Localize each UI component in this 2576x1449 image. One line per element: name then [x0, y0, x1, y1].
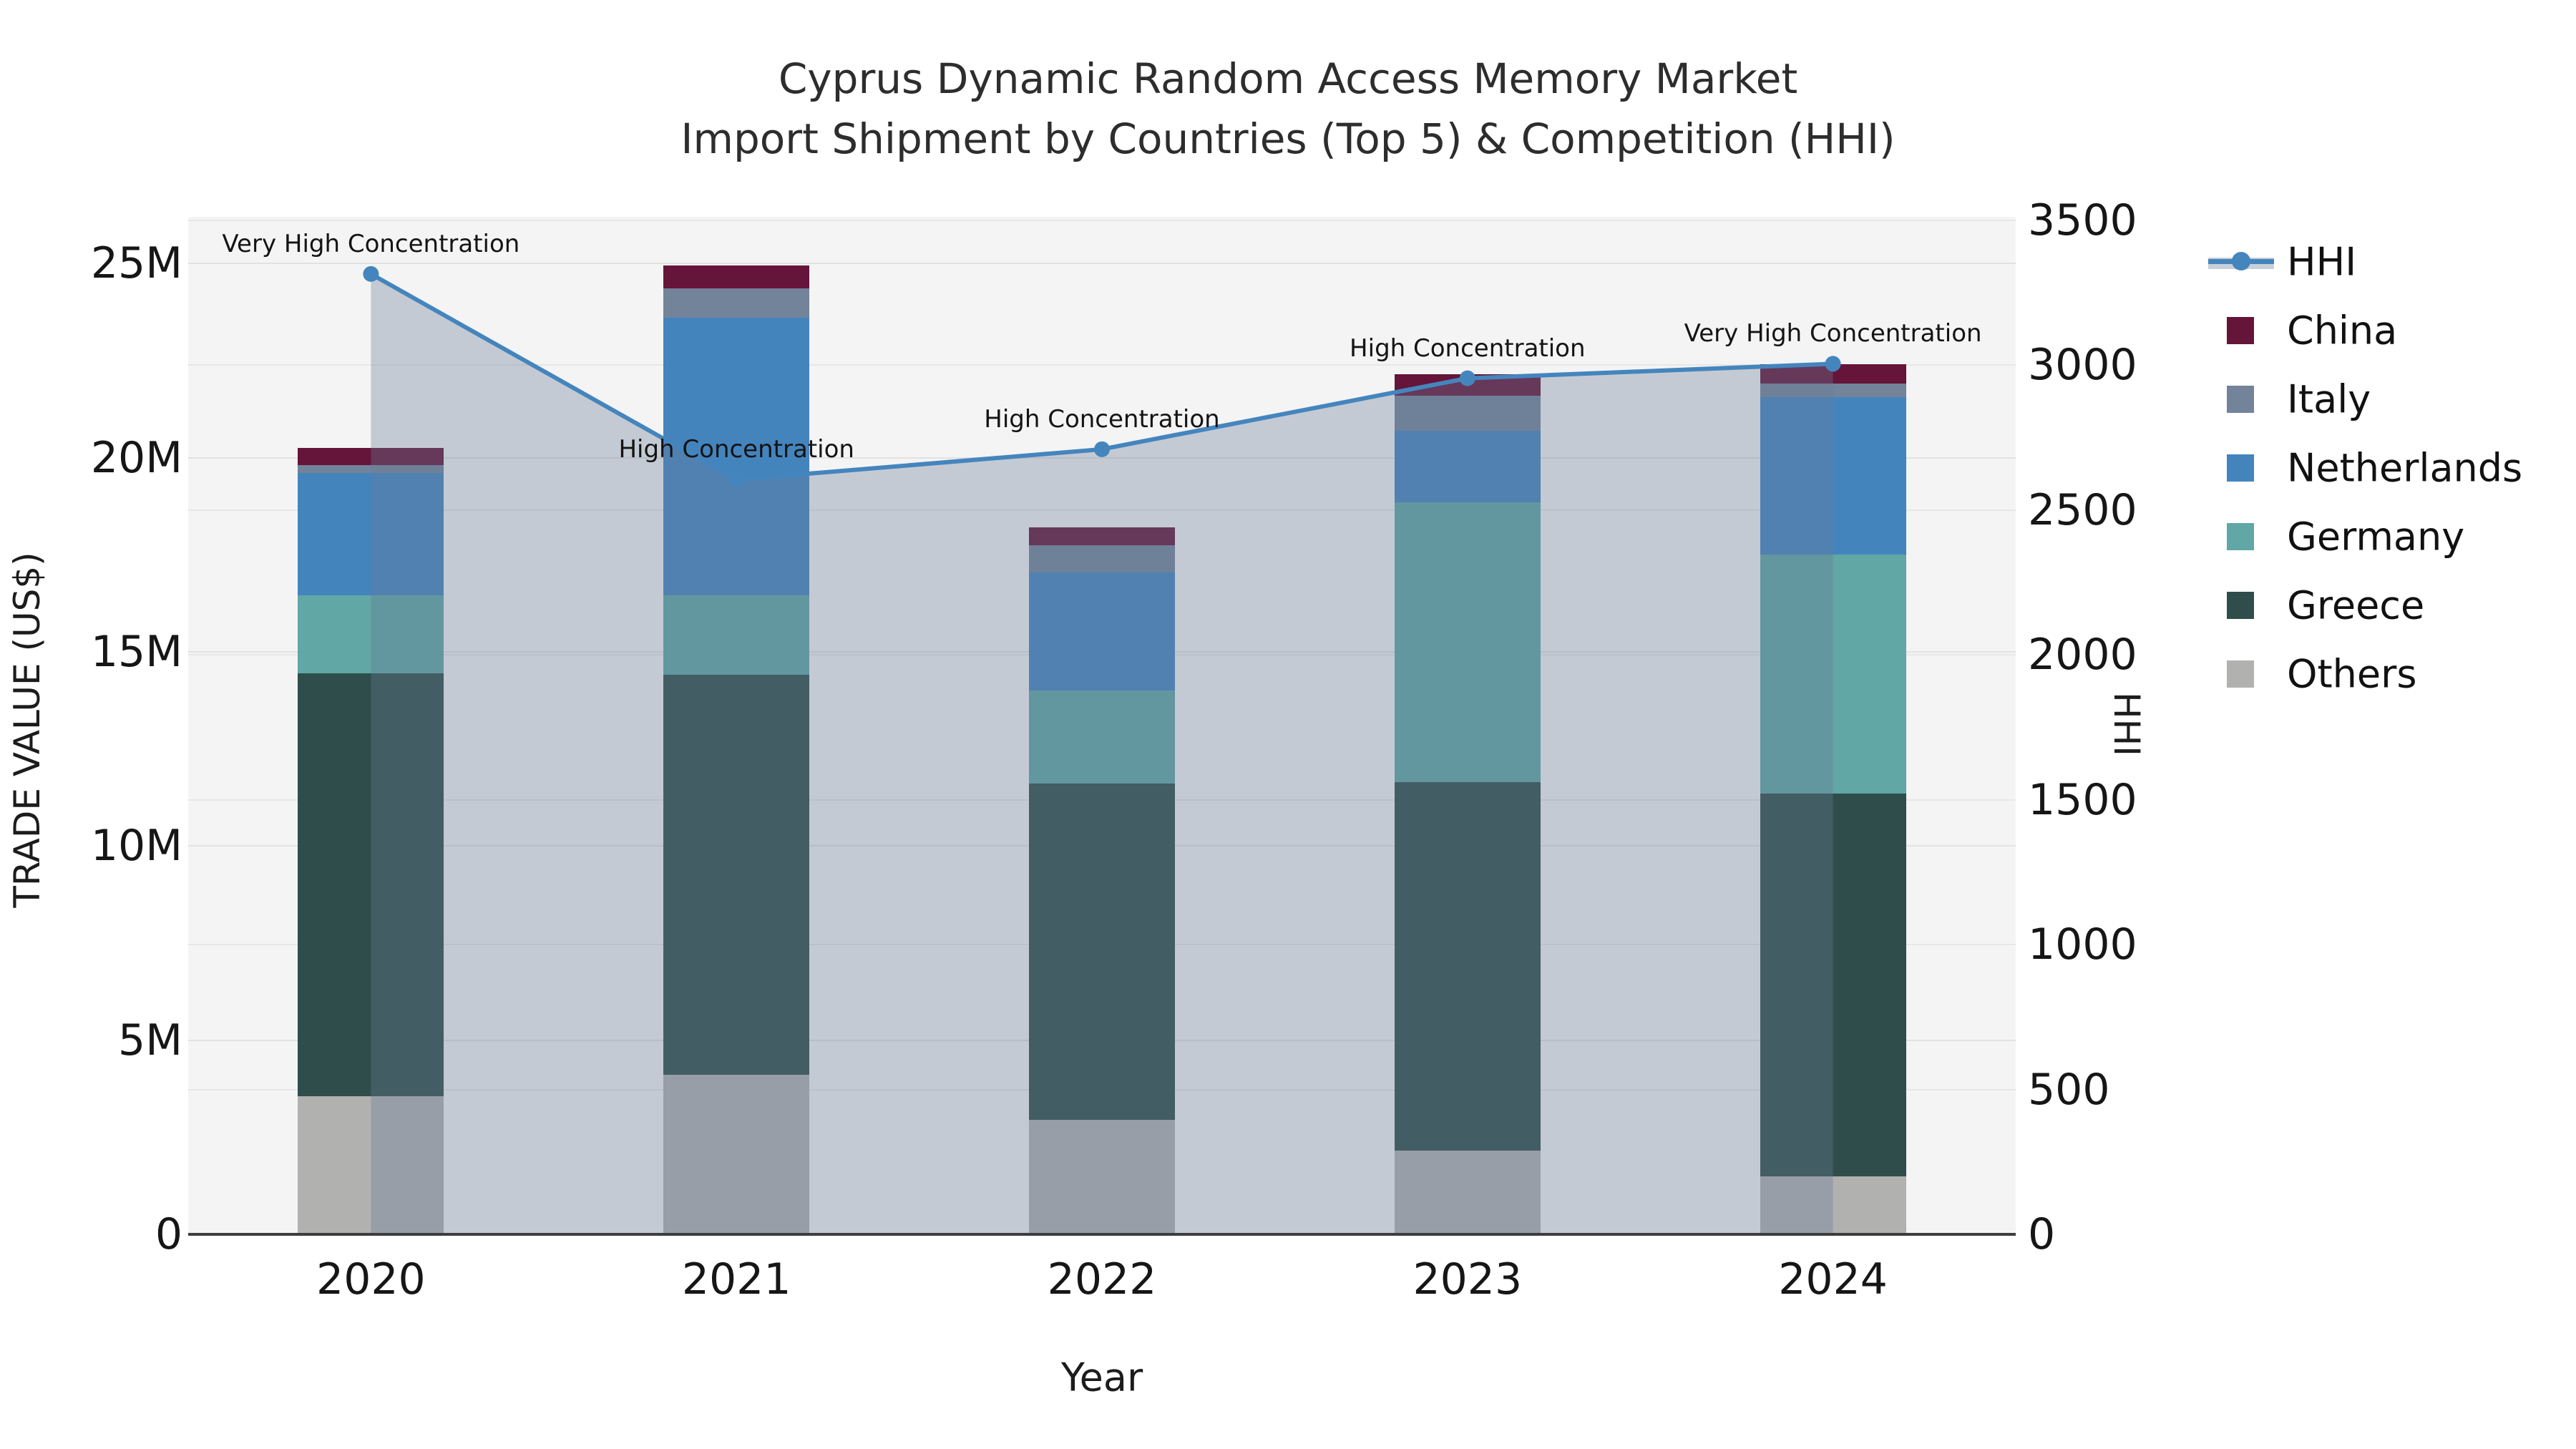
bar-2020-china[interactable] [298, 447, 444, 466]
legend-swatch-italy [2227, 386, 2254, 413]
y2-tick-label: 1000 [2028, 919, 2137, 970]
gridline-y2 [188, 364, 2016, 366]
annotation-2023: High Concentration [1350, 333, 1586, 363]
bar-2023-germany[interactable] [1394, 502, 1541, 782]
bar-2024-others[interactable] [1760, 1176, 1906, 1234]
bar-2021-others[interactable] [663, 1075, 810, 1234]
legend-swatch-netherlands [2227, 454, 2254, 482]
y2-tick-label: 2000 [2028, 630, 2137, 680]
bar-2023-greece[interactable] [1394, 781, 1541, 1151]
bar-2021-germany[interactable] [663, 595, 810, 675]
gridline-y [188, 457, 2016, 459]
bar-2024-italy[interactable] [1760, 384, 1906, 398]
legend-label-germany: Germany [2287, 514, 2465, 560]
annotation-2020: Very High Concentration [222, 229, 520, 258]
y-tick-label: 5M [118, 1015, 182, 1065]
x-tick-label-2021: 2021 [681, 1254, 791, 1304]
y2-tick-label: 3000 [2028, 340, 2137, 391]
y2-axis-title: HHI [2106, 692, 2147, 756]
y2-tick-label: 2500 [2028, 484, 2137, 535]
bar-2020-others[interactable] [298, 1096, 444, 1234]
legend-label-others: Others [2287, 651, 2417, 697]
gridline-y2 [188, 220, 2016, 221]
bar-2024-netherlands[interactable] [1760, 397, 1906, 555]
x-tick-label-2020: 2020 [316, 1254, 426, 1304]
legend-swatch-greece [2227, 592, 2254, 619]
y-tick-label: 10M [90, 821, 182, 872]
legend-label-netherlands: Netherlands [2287, 445, 2523, 491]
bar-2023-netherlands[interactable] [1394, 430, 1541, 502]
x-tick-label-2024: 2024 [1778, 1254, 1888, 1304]
hhi-legend-swatch [2208, 252, 2274, 270]
legend-label-greece: Greece [2287, 582, 2425, 628]
legend-swatch-germany [2227, 523, 2254, 550]
y-tick-label: 25M [90, 238, 182, 289]
y2-tick-label: 1500 [2028, 774, 2137, 825]
bar-2023-china[interactable] [1394, 374, 1541, 396]
legend-swatch-china [2227, 317, 2254, 344]
y2-tick-label: 500 [2028, 1064, 2110, 1115]
bar-2022-germany[interactable] [1029, 691, 1175, 784]
legend-swatch-others [2227, 660, 2254, 688]
legend-label-china: China [2287, 308, 2398, 353]
x-axis-title: Year [1060, 1355, 1143, 1400]
legend-label-hhi: HHI [2287, 239, 2357, 285]
bar-2023-others[interactable] [1394, 1151, 1541, 1234]
bar-2024-greece[interactable] [1760, 793, 1906, 1176]
x-tick-label-2023: 2023 [1413, 1254, 1523, 1304]
bar-2022-china[interactable] [1029, 527, 1175, 545]
bar-2020-italy[interactable] [298, 465, 444, 474]
gridline-y [188, 263, 2016, 265]
bar-2021-greece[interactable] [663, 675, 810, 1075]
bar-2022-italy[interactable] [1029, 545, 1175, 572]
bar-2020-greece[interactable] [298, 673, 444, 1097]
y-tick-label: 15M [90, 626, 182, 677]
bar-2020-germany[interactable] [298, 595, 444, 673]
bar-2023-italy[interactable] [1394, 395, 1541, 431]
legend-label-italy: Italy [2287, 376, 2371, 422]
y-tick-label: 20M [90, 432, 182, 483]
annotation-2024: Very High Concentration [1684, 319, 1982, 348]
annotation-2022: High Concentration [984, 404, 1220, 434]
chart-subtitle: Import Shipment by Countries (Top 5) & C… [680, 114, 1896, 163]
bar-2022-netherlands[interactable] [1029, 572, 1175, 691]
x-tick-label-2022: 2022 [1047, 1254, 1157, 1304]
bar-2020-netherlands[interactable] [298, 473, 444, 596]
bar-2024-china[interactable] [1760, 364, 1906, 384]
gridline-y2 [188, 509, 2016, 511]
y2-tick-label: 0 [2028, 1209, 2056, 1259]
bar-2022-others[interactable] [1029, 1119, 1175, 1234]
y-axis-title: TRADE VALUE (US$) [6, 552, 48, 908]
annotation-2021: High Concentration [618, 435, 854, 464]
y2-tick-label: 3500 [2028, 195, 2137, 245]
bar-2024-germany[interactable] [1760, 555, 1906, 794]
bar-2022-greece[interactable] [1029, 784, 1175, 1120]
bar-2021-italy[interactable] [663, 288, 810, 318]
x-axis-line [188, 1233, 2016, 1236]
bar-2021-china[interactable] [663, 265, 810, 289]
chart-title: Cyprus Dynamic Random Access Memory Mark… [778, 54, 1798, 103]
y-tick-label: 0 [155, 1209, 182, 1259]
